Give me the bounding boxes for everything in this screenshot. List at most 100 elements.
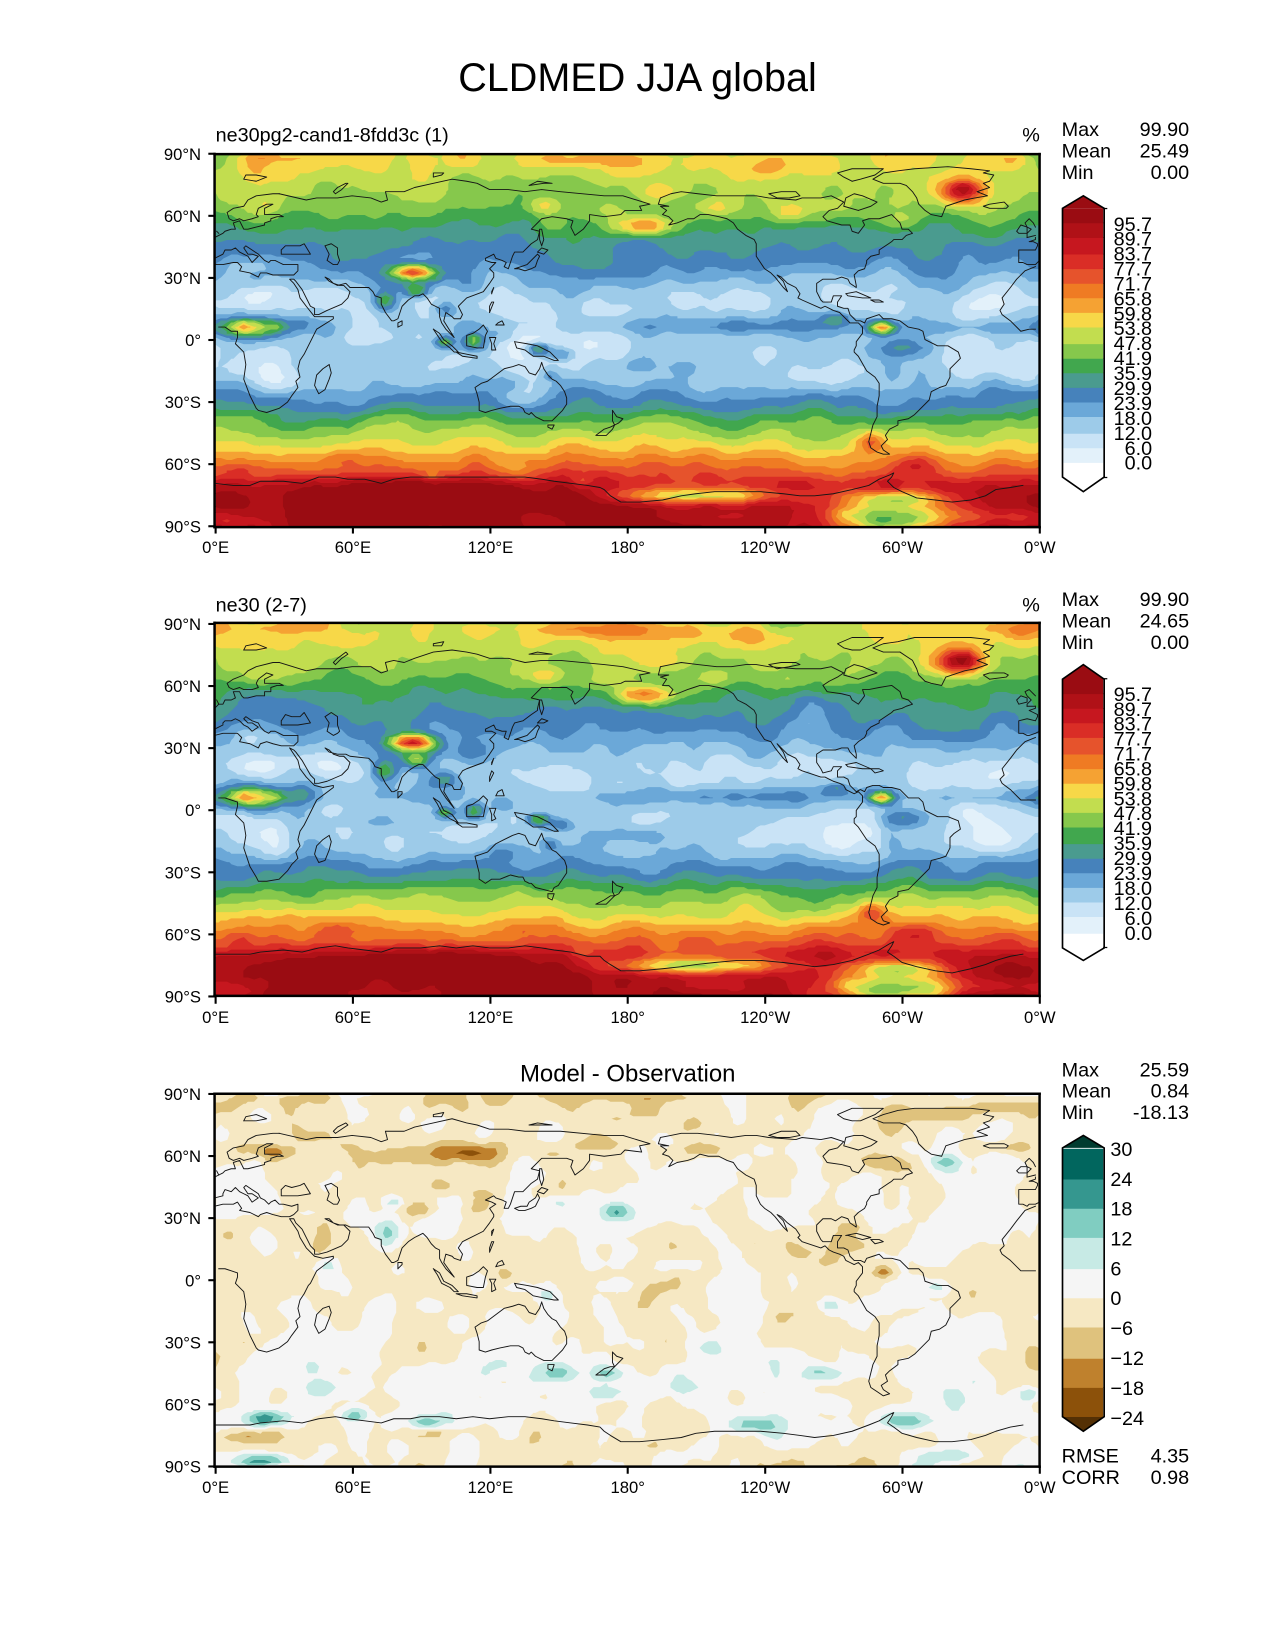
svg-text:4.35: 4.35 bbox=[1151, 1446, 1190, 1468]
svg-text:0°W: 0°W bbox=[1024, 1478, 1056, 1497]
svg-text:Min: Min bbox=[1062, 162, 1094, 184]
svg-text:35.9: 35.9 bbox=[1114, 363, 1153, 385]
svg-text:0.00: 0.00 bbox=[1151, 632, 1190, 654]
svg-text:83.7: 83.7 bbox=[1114, 714, 1153, 736]
svg-text:83.7: 83.7 bbox=[1114, 244, 1153, 266]
svg-text:60°S: 60°S bbox=[165, 1395, 201, 1414]
svg-text:23.9: 23.9 bbox=[1114, 393, 1153, 415]
svg-text:0: 0 bbox=[1110, 1288, 1121, 1310]
svg-text:0°: 0° bbox=[185, 331, 201, 350]
svg-text:−18: −18 bbox=[1110, 1378, 1144, 1400]
svg-text:24: 24 bbox=[1110, 1169, 1132, 1191]
svg-text:90°N: 90°N bbox=[164, 615, 201, 634]
svg-text:0°W: 0°W bbox=[1024, 1008, 1056, 1027]
svg-text:47.8: 47.8 bbox=[1114, 333, 1153, 355]
svg-text:30: 30 bbox=[1110, 1139, 1132, 1161]
svg-text:6.0: 6.0 bbox=[1125, 908, 1153, 930]
svg-text:90°S: 90°S bbox=[165, 1458, 201, 1477]
svg-text:−24: −24 bbox=[1110, 1408, 1144, 1430]
svg-text:18.0: 18.0 bbox=[1114, 408, 1153, 430]
svg-text:180°: 180° bbox=[610, 1008, 644, 1027]
svg-text:6: 6 bbox=[1110, 1258, 1121, 1280]
svg-text:59.8: 59.8 bbox=[1114, 303, 1153, 325]
svg-text:Model - Observation: Model - Observation bbox=[520, 1060, 736, 1087]
svg-text:180°: 180° bbox=[610, 538, 644, 557]
svg-text:60°W: 60°W bbox=[882, 538, 923, 557]
svg-text:29.9: 29.9 bbox=[1114, 378, 1153, 400]
svg-text:120°W: 120°W bbox=[740, 1478, 790, 1497]
svg-text:53.8: 53.8 bbox=[1114, 788, 1153, 810]
svg-text:89.7: 89.7 bbox=[1114, 229, 1153, 251]
svg-text:0°E: 0°E bbox=[202, 1008, 229, 1027]
svg-text:Max: Max bbox=[1062, 589, 1099, 611]
svg-text:90°N: 90°N bbox=[164, 145, 201, 164]
svg-text:12: 12 bbox=[1110, 1229, 1132, 1251]
svg-text:99.90: 99.90 bbox=[1140, 589, 1190, 611]
svg-text:Max: Max bbox=[1062, 119, 1099, 141]
svg-text:90°N: 90°N bbox=[164, 1085, 201, 1104]
svg-text:99.90: 99.90 bbox=[1140, 119, 1190, 141]
svg-text:180°: 180° bbox=[610, 1478, 644, 1497]
svg-text:Min: Min bbox=[1062, 632, 1094, 654]
svg-text:90°S: 90°S bbox=[165, 517, 201, 536]
svg-text:0.0: 0.0 bbox=[1125, 923, 1153, 945]
svg-text:30°S: 30°S bbox=[165, 863, 201, 882]
svg-text:60°E: 60°E bbox=[335, 1008, 371, 1027]
svg-text:120°E: 120°E bbox=[468, 538, 514, 557]
svg-text:60°N: 60°N bbox=[164, 207, 201, 226]
svg-text:0°: 0° bbox=[185, 801, 201, 820]
svg-text:6.0: 6.0 bbox=[1125, 438, 1153, 460]
svg-text:60°W: 60°W bbox=[882, 1478, 923, 1497]
svg-text:29.9: 29.9 bbox=[1114, 848, 1153, 870]
svg-text:120°E: 120°E bbox=[468, 1008, 514, 1027]
svg-text:30°N: 30°N bbox=[164, 269, 201, 288]
svg-text:25.59: 25.59 bbox=[1140, 1059, 1190, 1081]
svg-text:0.84: 0.84 bbox=[1151, 1081, 1190, 1103]
svg-text:60°N: 60°N bbox=[164, 677, 201, 696]
svg-text:65.8: 65.8 bbox=[1114, 758, 1153, 780]
svg-text:60°E: 60°E bbox=[335, 1478, 371, 1497]
svg-text:23.9: 23.9 bbox=[1114, 863, 1153, 885]
svg-text:65.8: 65.8 bbox=[1114, 288, 1153, 310]
svg-text:95.7: 95.7 bbox=[1114, 214, 1153, 236]
svg-text:59.8: 59.8 bbox=[1114, 773, 1153, 795]
svg-text:60°W: 60°W bbox=[882, 1008, 923, 1027]
svg-text:30°N: 30°N bbox=[164, 1209, 201, 1228]
svg-text:120°E: 120°E bbox=[468, 1478, 514, 1497]
svg-text:-18.13: -18.13 bbox=[1133, 1102, 1189, 1124]
svg-text:12.0: 12.0 bbox=[1114, 893, 1153, 915]
svg-text:89.7: 89.7 bbox=[1114, 699, 1153, 721]
svg-text:%: % bbox=[1022, 124, 1040, 146]
svg-text:18: 18 bbox=[1110, 1199, 1132, 1221]
svg-text:CORR: CORR bbox=[1062, 1467, 1120, 1489]
svg-text:53.8: 53.8 bbox=[1114, 318, 1153, 340]
svg-text:77.7: 77.7 bbox=[1114, 729, 1153, 751]
svg-text:Mean: Mean bbox=[1062, 140, 1111, 162]
svg-text:25.49: 25.49 bbox=[1140, 140, 1190, 162]
svg-text:0°E: 0°E bbox=[202, 1478, 229, 1497]
svg-text:30°N: 30°N bbox=[164, 739, 201, 758]
svg-text:120°W: 120°W bbox=[740, 1008, 790, 1027]
svg-text:−6: −6 bbox=[1110, 1318, 1133, 1340]
svg-text:71.7: 71.7 bbox=[1114, 744, 1153, 766]
svg-text:CLDMED JJA global: CLDMED JJA global bbox=[458, 56, 817, 100]
svg-text:Mean: Mean bbox=[1062, 1081, 1111, 1103]
svg-text:71.7: 71.7 bbox=[1114, 273, 1153, 295]
svg-text:30°S: 30°S bbox=[165, 1333, 201, 1352]
svg-text:0°E: 0°E bbox=[202, 538, 229, 557]
svg-text:60°E: 60°E bbox=[335, 538, 371, 557]
svg-text:24.65: 24.65 bbox=[1140, 611, 1190, 633]
svg-text:0.00: 0.00 bbox=[1151, 162, 1190, 184]
svg-text:−12: −12 bbox=[1110, 1348, 1144, 1370]
svg-text:0.0: 0.0 bbox=[1125, 453, 1153, 475]
svg-text:35.9: 35.9 bbox=[1114, 833, 1153, 855]
svg-text:ne30 (2-7): ne30 (2-7) bbox=[216, 594, 307, 616]
svg-text:90°S: 90°S bbox=[165, 988, 201, 1007]
svg-text:ne30pg2-cand1-8fdd3c (1): ne30pg2-cand1-8fdd3c (1) bbox=[216, 124, 449, 146]
svg-text:95.7: 95.7 bbox=[1114, 684, 1153, 706]
svg-text:30°S: 30°S bbox=[165, 393, 201, 412]
svg-text:%: % bbox=[1022, 594, 1040, 616]
svg-text:18.0: 18.0 bbox=[1114, 878, 1153, 900]
svg-text:60°N: 60°N bbox=[164, 1147, 201, 1166]
svg-text:RMSE: RMSE bbox=[1062, 1446, 1119, 1468]
